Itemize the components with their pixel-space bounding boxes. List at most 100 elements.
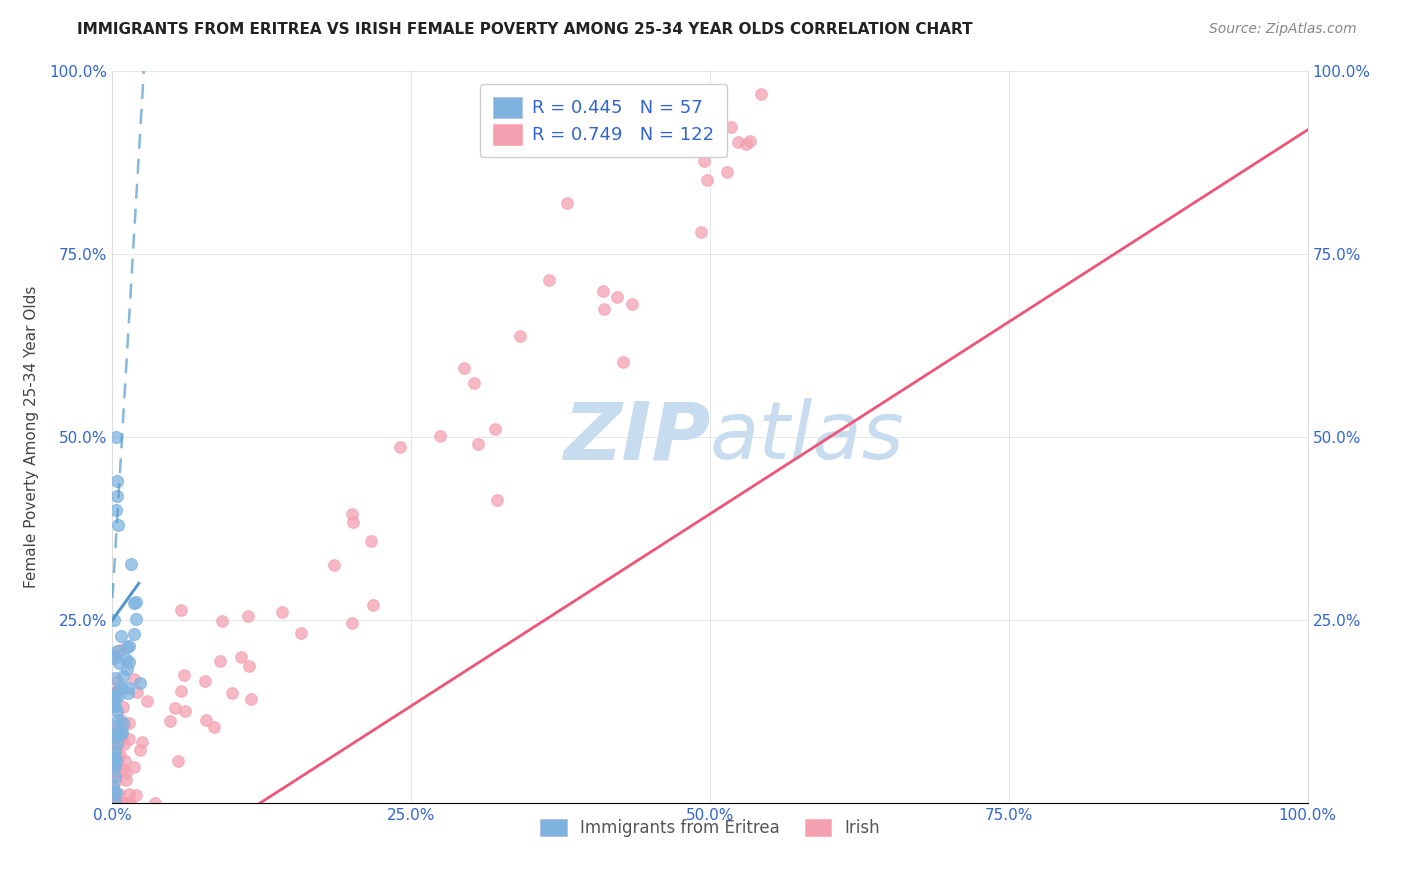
- Point: [112, 669, 135, 683]
- Point: [165, 701, 187, 715]
- Point: [107, 724, 129, 739]
- Point: [159, 714, 181, 729]
- Point: [107, 713, 129, 727]
- Point: [103, 760, 125, 774]
- Point: [118, 787, 141, 801]
- Point: [103, 745, 125, 759]
- Point: [166, 754, 188, 768]
- Point: [612, 354, 634, 368]
- Point: [103, 796, 125, 810]
- Point: [111, 762, 134, 776]
- Point: [239, 692, 262, 706]
- Point: [105, 704, 128, 718]
- Point: [115, 662, 138, 676]
- Point: [101, 780, 124, 794]
- Point: [103, 698, 125, 713]
- Point: [143, 796, 166, 810]
- Point: [342, 515, 364, 529]
- Point: [108, 748, 131, 763]
- Point: [101, 785, 124, 799]
- Point: [173, 667, 195, 681]
- Point: [429, 428, 451, 442]
- Point: [108, 656, 131, 670]
- Point: [103, 699, 125, 714]
- Point: [749, 87, 772, 101]
- Point: [107, 796, 129, 810]
- Point: [103, 784, 125, 798]
- Point: [111, 724, 134, 739]
- Point: [110, 796, 132, 810]
- Point: [103, 750, 125, 764]
- Point: [194, 673, 217, 688]
- Point: [104, 698, 127, 713]
- Point: [117, 640, 139, 654]
- Point: [734, 136, 756, 151]
- Point: [194, 713, 217, 727]
- Point: [727, 136, 749, 150]
- Point: [720, 120, 742, 134]
- Point: [105, 503, 128, 517]
- Point: [104, 785, 127, 799]
- Point: [360, 534, 382, 549]
- Point: [118, 796, 141, 810]
- Point: [114, 773, 136, 788]
- Point: [104, 686, 127, 700]
- Point: [104, 769, 127, 783]
- Point: [716, 164, 738, 178]
- Point: [118, 796, 141, 810]
- Point: [111, 731, 134, 746]
- Point: [101, 796, 124, 810]
- Point: [114, 796, 136, 810]
- Point: [122, 760, 145, 774]
- Point: [105, 755, 128, 769]
- Point: [606, 289, 628, 303]
- Point: [592, 301, 614, 316]
- Text: atlas: atlas: [710, 398, 905, 476]
- Point: [114, 754, 136, 768]
- Point: [104, 774, 127, 789]
- Point: [136, 694, 159, 708]
- Point: [238, 659, 260, 673]
- Point: [236, 609, 259, 624]
- Point: [170, 683, 193, 698]
- Point: [103, 764, 125, 779]
- Point: [112, 737, 135, 751]
- Point: [103, 651, 125, 665]
- Point: [209, 654, 232, 668]
- Point: [103, 691, 125, 706]
- Point: [107, 754, 129, 768]
- Point: [107, 737, 129, 751]
- Point: [124, 595, 146, 609]
- Point: [107, 689, 129, 703]
- Text: ZIP: ZIP: [562, 398, 710, 476]
- Point: [115, 796, 138, 810]
- Point: [125, 685, 148, 699]
- Point: [211, 614, 233, 628]
- Point: [129, 743, 152, 757]
- Point: [229, 650, 252, 665]
- Point: [108, 643, 131, 657]
- Point: [111, 796, 134, 810]
- Point: [537, 273, 560, 287]
- Point: [118, 731, 141, 746]
- Point: [103, 740, 125, 755]
- Point: [107, 736, 129, 750]
- Point: [103, 730, 125, 744]
- Point: [101, 750, 124, 764]
- Point: [104, 747, 127, 761]
- Point: [340, 616, 363, 631]
- Point: [453, 361, 475, 376]
- Point: [104, 770, 127, 784]
- Point: [107, 517, 129, 532]
- Point: [103, 796, 125, 810]
- Point: [118, 655, 141, 669]
- Point: [111, 716, 134, 731]
- Point: [322, 558, 344, 573]
- Point: [101, 760, 124, 774]
- Legend: Immigrants from Eritrea, Irish: Immigrants from Eritrea, Irish: [531, 811, 889, 846]
- Point: [110, 796, 132, 810]
- Point: [104, 719, 127, 733]
- Point: [467, 437, 489, 451]
- Point: [111, 728, 134, 742]
- Point: [361, 598, 384, 612]
